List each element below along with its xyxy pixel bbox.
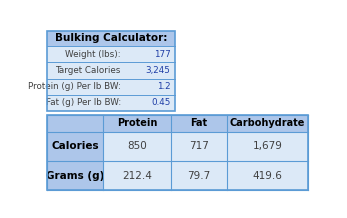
- Bar: [47, 31, 175, 111]
- Bar: [47, 132, 103, 161]
- Text: 850: 850: [127, 141, 147, 151]
- Text: 79.7: 79.7: [187, 170, 211, 181]
- Text: 212.4: 212.4: [122, 170, 152, 181]
- Bar: [47, 161, 103, 190]
- Bar: [171, 115, 227, 132]
- Text: Target Calories: Target Calories: [56, 66, 121, 75]
- Bar: [47, 115, 308, 190]
- Bar: [227, 115, 308, 132]
- Text: Calories: Calories: [51, 141, 99, 151]
- Text: 717: 717: [189, 141, 209, 151]
- Text: Bulking Calculator:: Bulking Calculator:: [55, 34, 167, 43]
- Text: 419.6: 419.6: [252, 170, 282, 181]
- Text: Grams (g): Grams (g): [46, 170, 104, 181]
- Bar: [227, 161, 308, 190]
- Text: Protein: Protein: [117, 118, 157, 128]
- Text: Weight (lbs):: Weight (lbs):: [65, 50, 121, 59]
- Bar: [47, 78, 175, 95]
- Text: 177: 177: [154, 50, 170, 59]
- Bar: [171, 161, 227, 190]
- Text: 0.45: 0.45: [151, 98, 170, 107]
- Text: 1.2: 1.2: [157, 82, 170, 91]
- Bar: [103, 115, 171, 132]
- Bar: [47, 31, 175, 46]
- Bar: [171, 132, 227, 161]
- Text: Fat (g) Per lb BW:: Fat (g) Per lb BW:: [45, 98, 121, 107]
- Text: 3,245: 3,245: [146, 66, 170, 75]
- Text: Protein (g) Per lb BW:: Protein (g) Per lb BW:: [28, 82, 121, 91]
- Bar: [47, 95, 175, 111]
- Bar: [227, 132, 308, 161]
- Text: Fat: Fat: [191, 118, 208, 128]
- Text: 1,679: 1,679: [252, 141, 282, 151]
- Bar: [103, 161, 171, 190]
- Bar: [103, 132, 171, 161]
- Bar: [47, 115, 103, 132]
- Bar: [47, 62, 175, 78]
- Text: Carbohydrate: Carbohydrate: [230, 118, 305, 128]
- Bar: [47, 46, 175, 62]
